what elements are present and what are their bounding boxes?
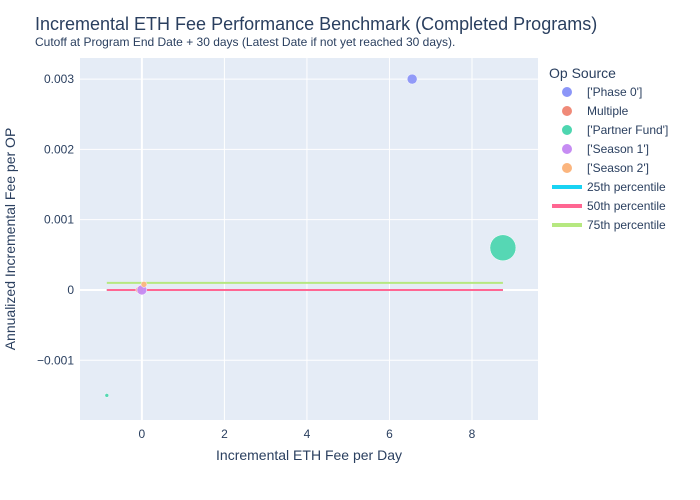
y-tick-label: 0.003 (44, 72, 74, 86)
legend-label: ['Season 2'] (587, 161, 649, 175)
plot-area (80, 58, 538, 420)
legend-item[interactable]: 50th percentile (552, 199, 666, 213)
legend-label: ['Phase 0'] (587, 85, 642, 99)
legend-label: 75th percentile (587, 218, 666, 232)
legend-item[interactable]: ['Partner Fund'] (562, 123, 668, 137)
scatter-point[interactable] (406, 73, 418, 85)
scatter-point[interactable] (489, 234, 517, 262)
legend-label: 25th percentile (587, 180, 666, 194)
scatter-point[interactable] (140, 281, 148, 288)
legend-item[interactable]: ['Phase 0'] (562, 85, 642, 99)
legend-label: 50th percentile (587, 199, 666, 213)
x-tick-label: 0 (139, 427, 146, 441)
x-tick-label: 6 (386, 427, 393, 441)
legend-item[interactable]: 75th percentile (552, 218, 666, 232)
x-tick-label: 8 (469, 427, 476, 441)
legend-label: Multiple (587, 104, 629, 118)
x-tick-label: 4 (304, 427, 311, 441)
legend-marker (562, 106, 572, 116)
chart-title: Incremental ETH Fee Performance Benchmar… (35, 14, 597, 34)
legend-marker (562, 87, 572, 97)
chart-subtitle: Cutoff at Program End Date + 30 days (La… (35, 35, 455, 49)
legend-marker (562, 125, 572, 135)
y-tick-label: 0.001 (44, 213, 74, 227)
legend-item[interactable]: 25th percentile (552, 180, 666, 194)
legend-marker (562, 163, 572, 173)
legend-title: Op Source (549, 65, 616, 81)
legend-marker (562, 144, 572, 154)
legend-item[interactable]: ['Season 1'] (562, 142, 649, 156)
legend-label: ['Partner Fund'] (587, 123, 668, 137)
y-tick-label: 0 (67, 283, 74, 297)
legend-item[interactable]: Multiple (562, 104, 629, 118)
tick-labels: 0 2 4 6 8 −0.001 0 0.001 0.002 0.003 (37, 72, 476, 441)
y-axis-title: Annualized Incremental Fee per OP (2, 128, 18, 351)
legend[interactable]: ['Phase 0'] Multiple ['Partner Fund'] ['Sea… (552, 85, 668, 232)
data-points (104, 73, 517, 398)
y-tick-label: 0.002 (44, 142, 74, 156)
legend-label: ['Season 1'] (587, 142, 649, 156)
x-axis-title: Incremental ETH Fee per Day (216, 447, 402, 463)
percentile-lines (106, 281, 503, 291)
legend-item[interactable]: ['Season 2'] (562, 161, 649, 175)
x-tick-label: 2 (221, 427, 228, 441)
scatter-point[interactable] (104, 393, 110, 398)
y-tick-label: −0.001 (37, 353, 74, 367)
